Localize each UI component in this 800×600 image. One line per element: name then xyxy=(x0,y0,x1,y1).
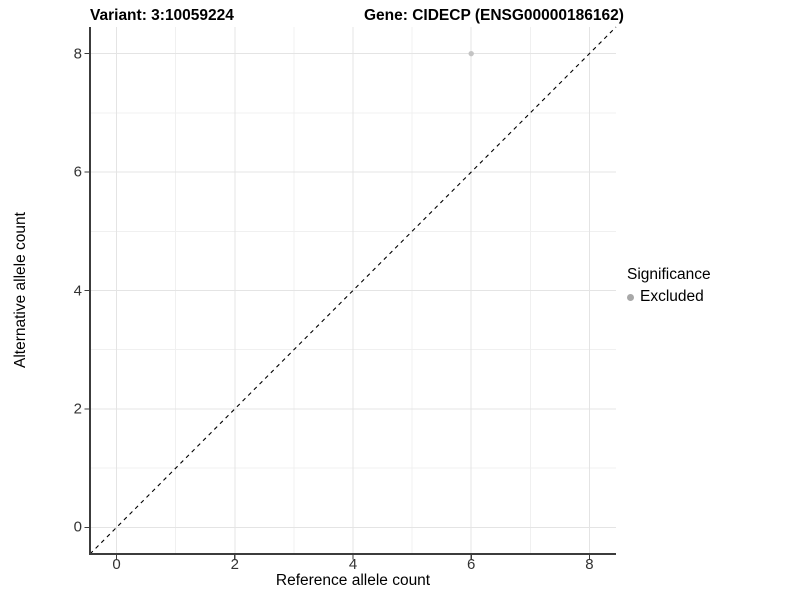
legend-title: Significance xyxy=(627,266,711,283)
legend-item: Excluded xyxy=(627,288,711,306)
data-point xyxy=(468,50,474,57)
x-tick-label: 2 xyxy=(230,556,239,573)
y-tick-label: 8 xyxy=(73,45,82,63)
plot-title-variant: Variant: 3:10059224 xyxy=(90,7,234,24)
legend-item-label: Excluded xyxy=(640,288,704,305)
y-axis-title: Alternative allele count xyxy=(12,212,29,368)
x-axis-title: Reference allele count xyxy=(275,572,431,589)
y-tick-label: 2 xyxy=(73,400,82,418)
y-tick-label: 4 xyxy=(73,282,82,299)
x-tick-label: 8 xyxy=(585,556,594,573)
plot-title-gene: Gene: CIDECP (ENSG00000186162) xyxy=(364,7,624,24)
x-tick-label: 6 xyxy=(467,556,476,573)
x-tick-label: 0 xyxy=(112,556,121,573)
legend-items: Excluded xyxy=(627,288,711,306)
x-tick-label: 4 xyxy=(348,556,358,573)
legend-point-icon xyxy=(627,293,634,301)
y-tick-label: 6 xyxy=(73,163,82,181)
legend: Significance Excluded xyxy=(627,266,711,306)
y-tick-label: 0 xyxy=(73,518,82,536)
